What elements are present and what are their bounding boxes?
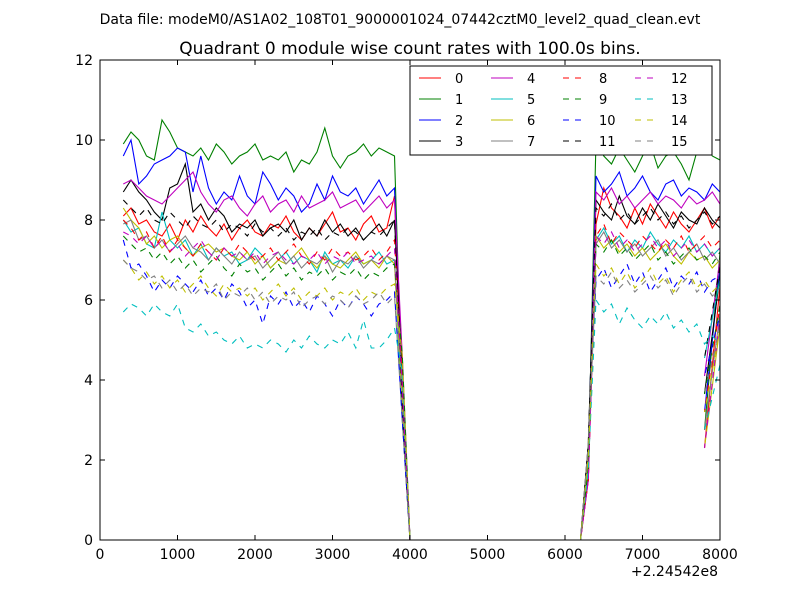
legend-label-13: 13 <box>671 93 688 108</box>
series-line-4 <box>123 170 720 540</box>
legend-label-8: 8 <box>599 72 607 87</box>
legend-label-4: 4 <box>527 72 535 87</box>
series-line-9 <box>122 235 720 540</box>
series-line-2 <box>122 138 720 540</box>
series-line-1 <box>122 118 720 540</box>
legend-label-7: 7 <box>527 135 535 150</box>
series-line-13 <box>122 298 720 540</box>
series-line-6 <box>122 207 720 540</box>
legend-label-5: 5 <box>527 93 535 108</box>
series-layer <box>122 118 720 540</box>
x-tick-label: 0 <box>96 547 105 563</box>
y-tick-label: 2 <box>84 453 93 469</box>
x-tick-label: 8000 <box>702 547 738 563</box>
y-tick-label: 0 <box>84 533 93 549</box>
ticks-layer: 0 1000 2000 3000 4000 5000 6000 7000 80000246810… <box>75 53 738 563</box>
legend-label-6: 6 <box>527 114 535 129</box>
legend-label-0: 0 <box>455 72 463 87</box>
series-line-8 <box>122 219 720 540</box>
legend-label-3: 3 <box>455 135 463 150</box>
y-tick-label: 8 <box>84 213 93 229</box>
legend-label-14: 14 <box>671 114 688 129</box>
legend-label-11: 11 <box>599 135 616 150</box>
x-tick-label: 3000 <box>315 547 351 563</box>
y-tick-label: 6 <box>84 293 93 309</box>
y-tick-label: 10 <box>75 133 93 149</box>
x-tick-label: 4000 <box>392 547 428 563</box>
x-tick-label: 5000 <box>470 547 506 563</box>
x-tick-label: 7000 <box>625 547 661 563</box>
chart-title: Quadrant 0 module wise count rates with … <box>179 39 640 59</box>
x-offset-label: +2.24542e8 <box>631 564 718 580</box>
legend-label-12: 12 <box>671 72 688 87</box>
series-line-15 <box>122 259 720 540</box>
legend-label-9: 9 <box>599 93 607 108</box>
legend-label-2: 2 <box>455 114 463 129</box>
x-tick-label: 2000 <box>237 547 273 563</box>
series-line-11 <box>122 199 720 540</box>
x-tick-label: 1000 <box>160 547 196 563</box>
y-tick-label: 4 <box>84 373 93 389</box>
y-tick-label: 12 <box>75 53 93 69</box>
x-tick-label: 6000 <box>547 547 583 563</box>
legend-label-10: 10 <box>599 114 616 129</box>
series-line-7 <box>123 219 720 540</box>
series-line-14 <box>122 259 720 540</box>
legend-label-1: 1 <box>455 93 463 108</box>
legend-frame <box>409 65 713 156</box>
legend-label-15: 15 <box>671 135 688 150</box>
figure-suptitle: Data file: modeM0/AS1A02_108T01_90000010… <box>100 12 701 28</box>
series-line-0 <box>122 186 720 540</box>
